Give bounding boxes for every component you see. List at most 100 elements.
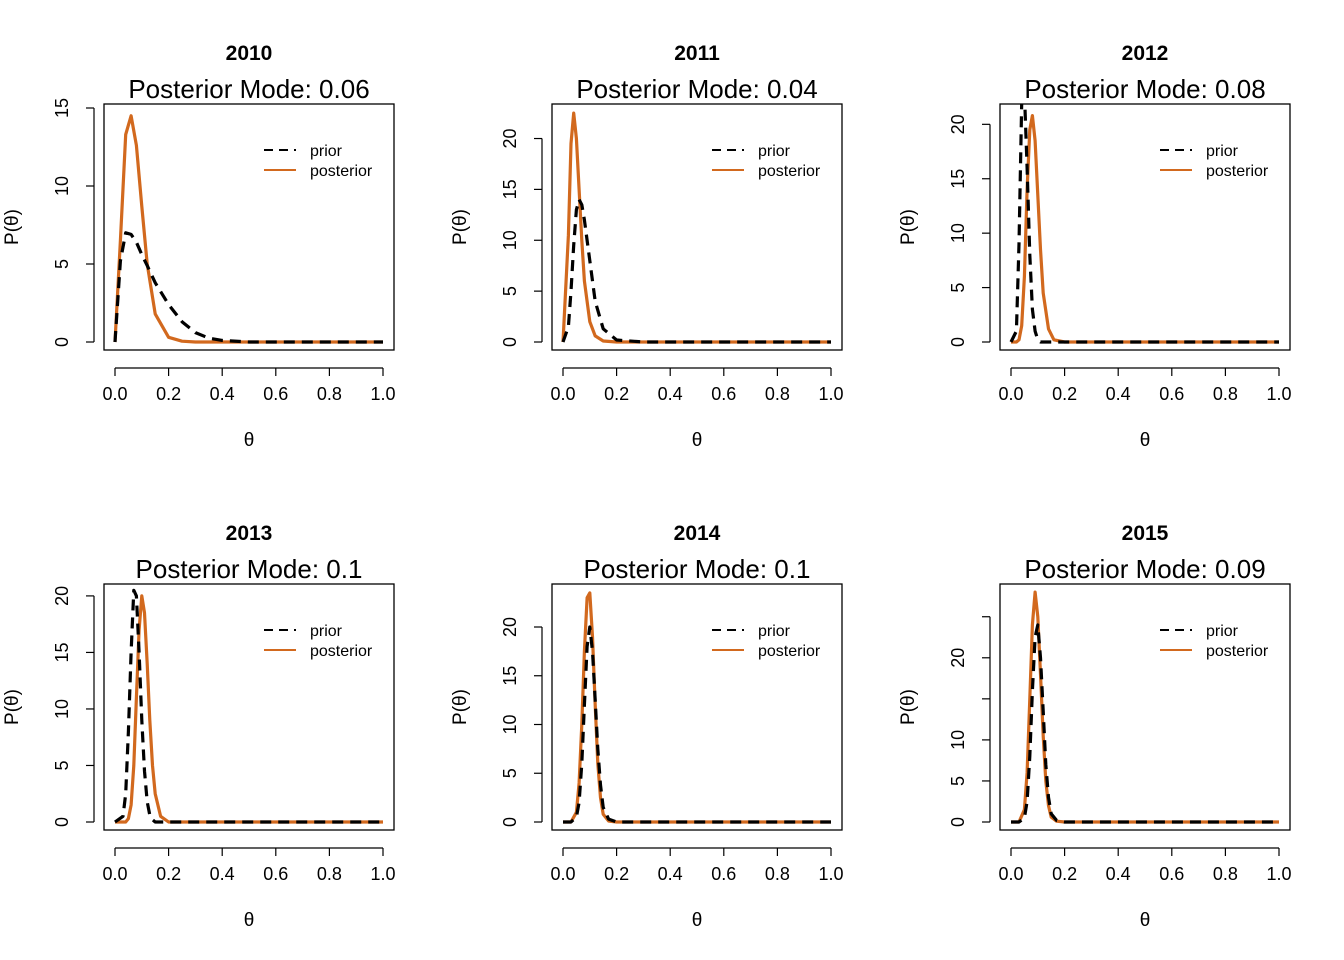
x-tick-label: 1.0 bbox=[818, 864, 843, 884]
y-axis-label: P(θ) bbox=[2, 689, 23, 725]
y-tick-label: 20 bbox=[52, 586, 72, 606]
y-tick-label: 10 bbox=[948, 223, 968, 243]
series-prior-line bbox=[1009, 104, 1279, 344]
chart-title: 2013 bbox=[226, 522, 273, 545]
y-tick-label: 5 bbox=[948, 283, 968, 293]
plot-frame bbox=[999, 103, 1291, 351]
x-tick-label: 0.6 bbox=[711, 384, 736, 404]
x-axis-label: θ bbox=[692, 910, 703, 931]
plot-frame bbox=[551, 583, 843, 831]
y-tick-label: 5 bbox=[500, 286, 520, 296]
x-tick-label: 0.4 bbox=[658, 864, 683, 884]
legend-posterior-label: posterior bbox=[758, 643, 821, 660]
y-tick-label: 20 bbox=[500, 129, 520, 149]
y-tick-label: 20 bbox=[948, 648, 968, 668]
legend-prior-label: prior bbox=[758, 623, 791, 640]
x-tick-label: 1.0 bbox=[370, 864, 395, 884]
legend-prior-label: prior bbox=[310, 623, 343, 640]
x-axis-label: θ bbox=[1140, 430, 1151, 451]
chart-subtitle: Posterior Mode: 0.1 bbox=[584, 554, 811, 584]
y-axis-label: P(θ) bbox=[2, 209, 23, 245]
legend-posterior-label: posterior bbox=[310, 163, 373, 180]
chart-title: 2012 bbox=[1122, 42, 1169, 65]
legend-prior-label: prior bbox=[310, 143, 343, 160]
series-posterior-line bbox=[115, 594, 383, 824]
x-tick-label: 0.0 bbox=[998, 384, 1023, 404]
chart-title: 2014 bbox=[674, 522, 721, 545]
chart-title: 2011 bbox=[674, 42, 720, 65]
y-tick-label: 15 bbox=[500, 666, 520, 686]
y-axis-label: P(θ) bbox=[898, 689, 919, 725]
legend-prior-label: prior bbox=[1206, 623, 1239, 640]
plot-frame bbox=[551, 103, 843, 351]
x-tick-label: 0.0 bbox=[102, 864, 127, 884]
y-axis-label: P(θ) bbox=[898, 209, 919, 245]
chart-subtitle: Posterior Mode: 0.04 bbox=[576, 74, 817, 104]
x-tick-label: 0.0 bbox=[102, 384, 127, 404]
y-tick-label: 10 bbox=[948, 730, 968, 750]
y-tick-label: 10 bbox=[500, 230, 520, 250]
y-tick-label: 5 bbox=[52, 259, 72, 269]
x-tick-label: 0.6 bbox=[263, 864, 288, 884]
y-tick-label: 5 bbox=[500, 768, 520, 778]
chart-subtitle: Posterior Mode: 0.1 bbox=[136, 554, 363, 584]
y-tick-label: 0 bbox=[500, 817, 520, 827]
chart-subtitle: Posterior Mode: 0.09 bbox=[1024, 554, 1265, 584]
y-axis-label: P(θ) bbox=[450, 689, 471, 725]
legend-posterior-label: posterior bbox=[1206, 643, 1269, 660]
legend-posterior-label: posterior bbox=[758, 163, 821, 180]
y-tick-label: 10 bbox=[52, 699, 72, 719]
x-tick-label: 0.2 bbox=[1052, 864, 1077, 884]
x-tick-label: 0.8 bbox=[765, 864, 790, 884]
x-tick-label: 0.6 bbox=[711, 864, 736, 884]
x-tick-label: 1.0 bbox=[1266, 864, 1291, 884]
x-tick-label: 0.2 bbox=[156, 864, 181, 884]
series-prior-line bbox=[561, 198, 831, 344]
chart-subtitle: Posterior Mode: 0.06 bbox=[128, 74, 369, 104]
y-tick-label: 5 bbox=[948, 776, 968, 786]
chart-panel-2011: 2011 Posterior Mode: 0.04 0.0 0.2 0.4 0.6 0.8 1… bbox=[450, 42, 844, 451]
x-tick-label: 0.0 bbox=[550, 384, 575, 404]
chart-subtitle: Posterior Mode: 0.08 bbox=[1024, 74, 1265, 104]
y-tick-label: 0 bbox=[948, 817, 968, 827]
x-tick-label: 0.4 bbox=[210, 384, 235, 404]
y-tick-label: 15 bbox=[500, 179, 520, 199]
x-tick-label: 0.4 bbox=[1106, 864, 1131, 884]
x-axis-label: θ bbox=[244, 910, 255, 931]
series-posterior-line bbox=[561, 111, 831, 344]
y-tick-label: 15 bbox=[52, 642, 72, 662]
y-tick-label: 20 bbox=[500, 617, 520, 637]
y-tick-label: 0 bbox=[948, 337, 968, 347]
chart-title: 2010 bbox=[226, 42, 273, 65]
chart-panel-2015: 2015 Posterior Mode: 0.09 0.0 0.2 0.4 0.6 0.8 1… bbox=[898, 522, 1292, 931]
x-tick-label: 0.6 bbox=[263, 384, 288, 404]
series-prior-line bbox=[113, 231, 383, 344]
x-axis-label: θ bbox=[244, 430, 255, 451]
x-tick-label: 1.0 bbox=[1266, 384, 1291, 404]
series-prior-line bbox=[114, 588, 383, 824]
x-tick-label: 0.8 bbox=[765, 384, 790, 404]
chart-panel-2014: 2014 Posterior Mode: 0.1 0.0 0.2 0.4 0.6 0.8 1.… bbox=[450, 522, 844, 931]
x-tick-label: 0.8 bbox=[317, 864, 342, 884]
plot-frame bbox=[103, 103, 395, 351]
x-tick-label: 0.2 bbox=[1052, 384, 1077, 404]
series-posterior-line bbox=[1011, 113, 1279, 344]
x-tick-label: 0.6 bbox=[1159, 864, 1184, 884]
plot-frame bbox=[103, 583, 395, 831]
chart-panel-2013: 2013 Posterior Mode: 0.1 0.0 0.2 0.4 0.6 0.8 1.… bbox=[2, 522, 396, 931]
x-tick-label: 0.2 bbox=[604, 384, 629, 404]
x-tick-label: 1.0 bbox=[370, 384, 395, 404]
x-tick-label: 0.6 bbox=[1159, 384, 1184, 404]
x-tick-label: 0.4 bbox=[210, 864, 235, 884]
y-tick-label: 0 bbox=[52, 337, 72, 347]
series-posterior-line bbox=[1011, 590, 1279, 824]
series-prior-line bbox=[1011, 623, 1279, 824]
x-tick-label: 1.0 bbox=[818, 384, 843, 404]
x-tick-label: 0.8 bbox=[1213, 864, 1238, 884]
series-posterior-line bbox=[113, 114, 383, 344]
y-tick-label: 10 bbox=[500, 714, 520, 734]
series-posterior-line bbox=[563, 591, 831, 824]
chart-panel-2010: 2010 Posterior Mode: 0.06 0.0 0.2 0.4 0.6 0.8 1… bbox=[2, 42, 396, 451]
y-tick-label: 5 bbox=[52, 760, 72, 770]
chart-title: 2015 bbox=[1122, 522, 1169, 545]
